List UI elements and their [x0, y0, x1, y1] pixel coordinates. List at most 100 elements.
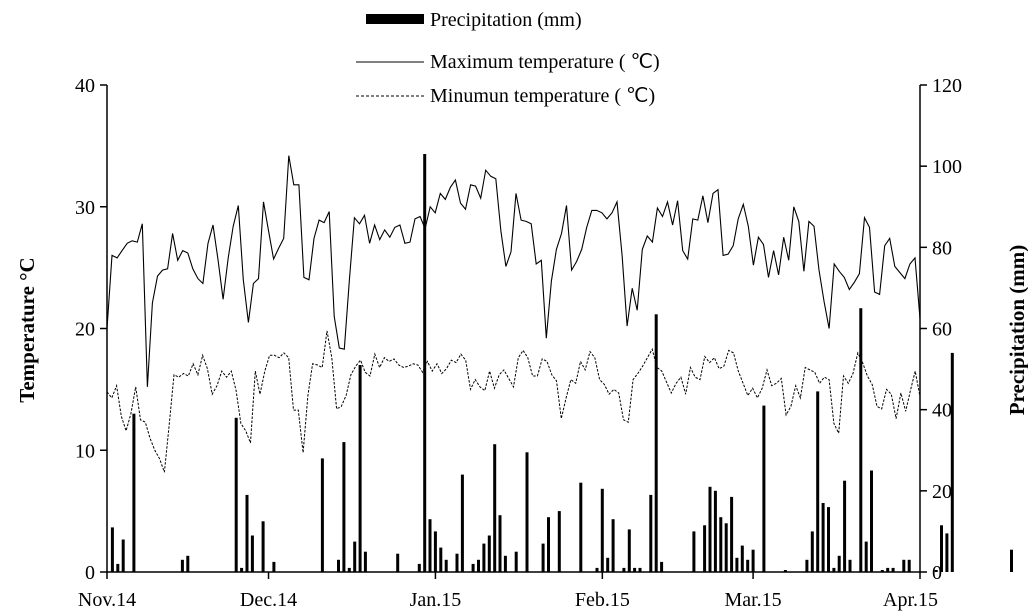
- precipitation-bar: [713, 490, 717, 572]
- x-tick-label: Dec.14: [240, 589, 297, 611]
- right-axis-title: Precipitation (mm): [1005, 245, 1028, 415]
- precipitation-bar: [557, 511, 561, 572]
- precipitation-bar: [541, 543, 545, 572]
- precipitation-bar: [660, 561, 664, 572]
- legend-min-temp-label: Minumun temperature ( ℃): [430, 85, 655, 107]
- precipitation-bar: [455, 553, 459, 572]
- precipitation-bar: [708, 486, 712, 572]
- precipitation-bar: [439, 547, 443, 572]
- precipitation-bar: [433, 531, 437, 572]
- precipitation-bar: [611, 519, 615, 572]
- precipitation-bar: [848, 559, 852, 572]
- precipitation-bar: [692, 531, 696, 572]
- precipitation-bar: [810, 531, 814, 572]
- precipitation-bar: [525, 452, 529, 572]
- right-tick-label: 40: [932, 400, 952, 422]
- precipitation-bar: [940, 525, 943, 572]
- precipitation-bar: [870, 470, 873, 572]
- precipitation-bar: [730, 496, 734, 572]
- precipitation-bar: [396, 553, 400, 572]
- precipitation-bar: [902, 559, 906, 572]
- legend-precipitation-label: Precipitation (mm): [430, 9, 582, 31]
- precipitation-bar: [724, 523, 728, 572]
- precipitation-bar: [600, 488, 604, 572]
- precipitation-bar: [320, 458, 324, 572]
- precipitation-bar: [595, 567, 599, 572]
- precipitation-bar: [740, 545, 744, 572]
- x-tick-label: Feb.15: [575, 589, 630, 611]
- precipitation-bar: [186, 555, 190, 572]
- precipitation-bar: [907, 559, 911, 572]
- precipitation-bar: [347, 567, 351, 572]
- precipitation-bar: [886, 567, 890, 572]
- precipitation-bar: [880, 570, 884, 572]
- precipitation-bar: [638, 567, 642, 572]
- left-tick-label: 40: [75, 75, 95, 97]
- right-tick-label: 60: [932, 319, 952, 341]
- precipitation-bar: [859, 308, 863, 572]
- precipitation-bar: [487, 535, 491, 572]
- precipitation-bar: [444, 559, 448, 572]
- precipitation-bar: [110, 527, 114, 572]
- precipitation-bar: [503, 555, 507, 572]
- precipitation-bar: [746, 559, 750, 572]
- precipitation-bar: [460, 474, 464, 572]
- precipitation-bar: [180, 559, 184, 572]
- precipitation-bar: [934, 570, 938, 572]
- right-tick-label: 100: [932, 156, 962, 178]
- precipitation-bar: [547, 517, 550, 572]
- right-tick-label: 20: [932, 481, 952, 503]
- legend: Precipitation (mm) Maximum temperature (…: [356, 9, 660, 107]
- precipitation-bar: [477, 559, 480, 572]
- precipitation-bar: [783, 570, 787, 572]
- precipitation-bar: [816, 391, 820, 572]
- axes: 0 10 20 30 40 0 20 40 60 80 100 120 Nov.14 Dec.14 Jan.…: [75, 75, 962, 611]
- precipitation-bar: [633, 567, 637, 572]
- precipitation-bar: [337, 559, 340, 572]
- x-tick-label: Nov.14: [78, 589, 136, 611]
- precipitation-bar: [703, 525, 707, 572]
- precipitation-bar: [735, 557, 739, 572]
- precipitation-bar: [891, 567, 895, 572]
- precipitation-bar: [121, 539, 125, 572]
- right-tick-label: 120: [932, 75, 962, 97]
- precipitation-bar: [821, 503, 825, 572]
- precipitation-bar: [622, 567, 626, 572]
- precipitation-bar: [358, 365, 362, 572]
- left-tick-label: 10: [75, 440, 95, 462]
- precipitation-bar: [579, 482, 583, 572]
- precipitation-bar: [843, 480, 847, 572]
- precipitation-bar: [240, 567, 244, 572]
- precipitation-bar: [719, 517, 723, 572]
- precipitation-bar: [116, 563, 120, 572]
- right-tick-label: 80: [932, 237, 952, 259]
- precipitation-bar: [950, 352, 954, 572]
- x-tick-label: Apr.15: [883, 589, 938, 611]
- precipitation-bar: [417, 563, 421, 572]
- right-tick-label: 0: [932, 562, 942, 584]
- left-tick-label: 0: [85, 562, 95, 584]
- precipitation-bars: [110, 154, 1013, 572]
- precipitation-bar: [864, 541, 868, 572]
- precipitation-bar: [837, 555, 841, 572]
- precipitation-bar: [261, 521, 265, 572]
- precipitation-bar: [245, 494, 249, 572]
- left-tick-label: 30: [75, 197, 95, 219]
- legend-max-temp-label: Maximum temperature ( ℃): [430, 51, 660, 73]
- precipitation-bar: [654, 314, 658, 572]
- precipitation-bar: [606, 557, 610, 572]
- precipitation-bar: [363, 551, 367, 572]
- precipitation-bar: [132, 413, 136, 572]
- precipitation-bar: [627, 529, 631, 572]
- precipitation-bar: [250, 535, 254, 572]
- precipitation-bar: [514, 551, 518, 572]
- precipitation-bar: [762, 405, 766, 572]
- precipitation-bar: [805, 559, 809, 572]
- legend-precipitation-swatch: [366, 14, 424, 24]
- precipitation-bar: [945, 533, 949, 572]
- precipitation-bar: [423, 154, 427, 572]
- min-temperature-line: [106, 330, 921, 473]
- precipitation-bar: [498, 515, 502, 572]
- precipitation-bar: [353, 541, 357, 572]
